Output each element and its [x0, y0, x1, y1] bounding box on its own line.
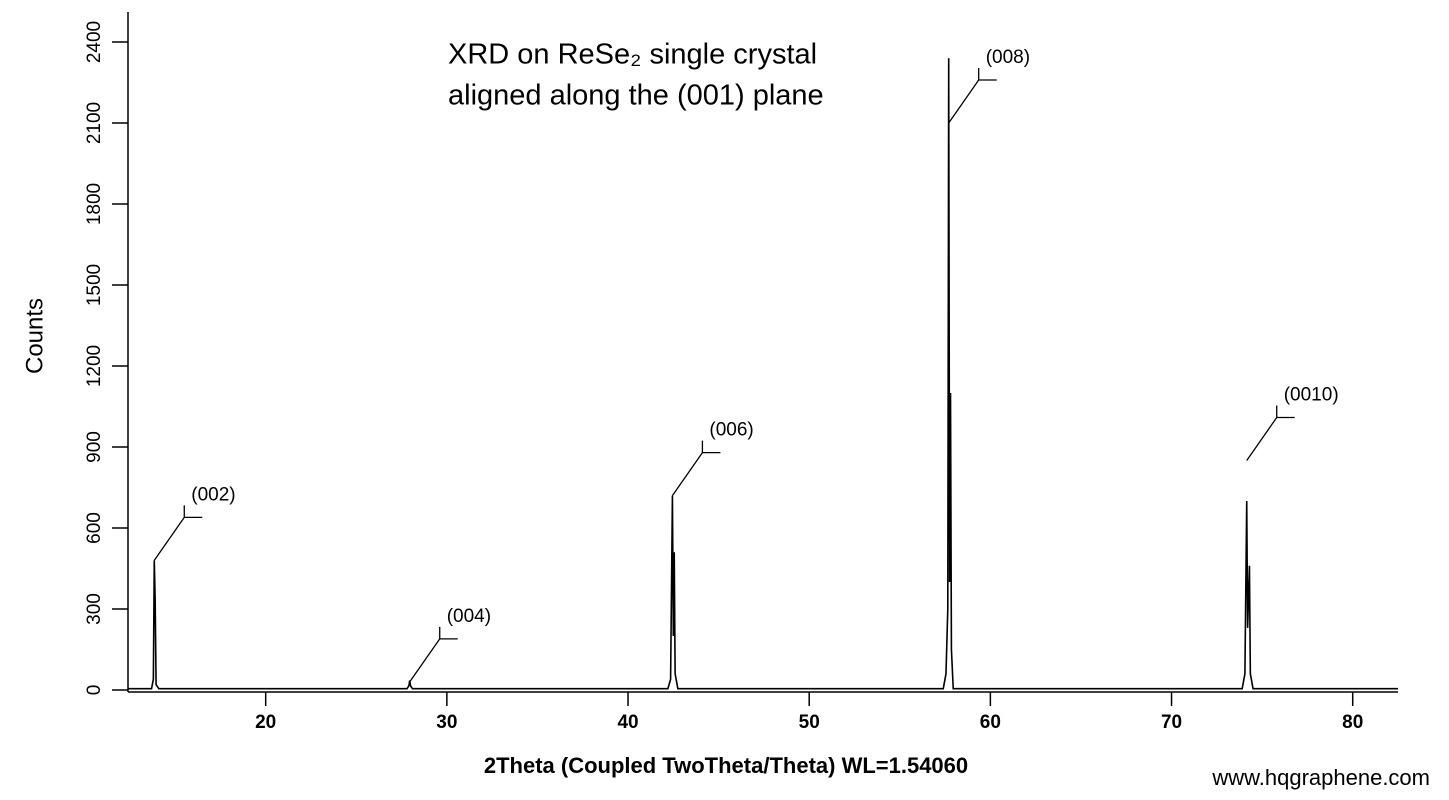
y-tick-label: 900	[84, 431, 105, 463]
annotation-label: (002)	[191, 484, 235, 505]
y-tick-label: 1200	[84, 345, 105, 387]
x-tick-label: 60	[980, 712, 1001, 733]
y-tick-label: 600	[84, 512, 105, 544]
annotation-leader	[1246, 405, 1295, 461]
y-tick-label: 2400	[84, 21, 105, 63]
annotation-leader	[671, 440, 721, 496]
annotation-leader	[948, 68, 997, 124]
annotation-label: (008)	[986, 47, 1030, 68]
chart-title: aligned along the (001) plane	[448, 80, 824, 112]
x-tick-label: 70	[1161, 712, 1182, 733]
y-tick-label: 1800	[84, 183, 105, 225]
y-axis-label: Counts	[21, 298, 48, 374]
y-tick-label: 1500	[84, 264, 105, 306]
annotation-label: (0010)	[1284, 385, 1339, 406]
x-tick-label: 40	[617, 712, 638, 733]
y-tick-label: 0	[84, 685, 105, 696]
annotation-leader	[409, 626, 458, 683]
x-tick-label: 80	[1342, 712, 1363, 733]
y-tick-label: 2100	[84, 102, 105, 144]
x-tick-label: 30	[436, 712, 457, 733]
annotation-label: (004)	[447, 606, 491, 627]
x-tick-label: 20	[255, 712, 276, 733]
x-tick-label: 50	[799, 712, 820, 733]
watermark: www.hqgraphene.com	[1211, 765, 1430, 790]
annotation-label: (006)	[709, 420, 753, 441]
y-tick-label: 300	[84, 593, 105, 625]
x-axis-label: 2Theta (Coupled TwoTheta/Theta) WL=1.540…	[484, 753, 968, 778]
data-line	[128, 58, 1398, 690]
chart-title: XRD on ReSe₂ single crystal	[448, 39, 817, 71]
annotation-leader	[153, 505, 203, 561]
